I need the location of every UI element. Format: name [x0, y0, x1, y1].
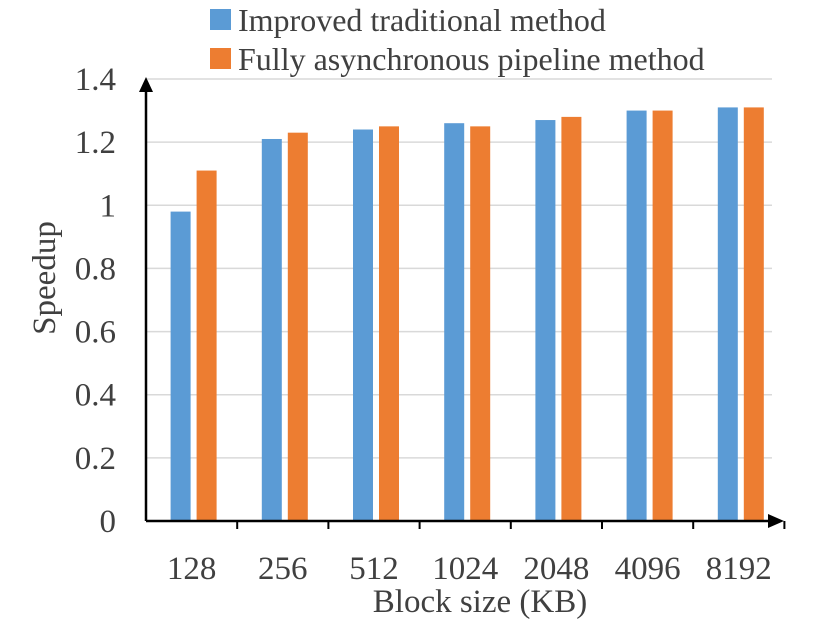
legend-swatch-series-0: [210, 9, 231, 30]
y-tick-label-7: 1.4: [75, 62, 116, 98]
bar-series-0-2048: [535, 120, 556, 522]
y-tick-label-5: 1: [100, 188, 117, 224]
bar-series-1-1024: [470, 126, 491, 521]
y-tick-labels: 0 0.2 0.4 0.6 0.8 1 1.2 1.4: [75, 62, 116, 540]
y-tick-label-6: 1.2: [75, 125, 116, 161]
y-tick-label-3: 0.6: [75, 315, 116, 351]
legend-entry-series-1: Fully asynchronous pipeline method: [210, 41, 705, 77]
y-tick-label-2: 0.4: [75, 378, 116, 414]
x-tick-label-128: 128: [167, 551, 217, 587]
bar-series-1-2048: [561, 116, 582, 521]
legend-swatch-series-1: [210, 48, 231, 69]
y-tick-label-4: 0.8: [75, 251, 116, 287]
axes: [139, 77, 784, 528]
x-tick-label-2048: 2048: [523, 551, 589, 587]
y-tick-label-1: 0.2: [75, 441, 116, 477]
x-tick-label-4096: 4096: [615, 551, 681, 587]
bar-series-1-512: [379, 126, 399, 521]
bar-series-0-8192: [717, 107, 738, 522]
bar-series-0-4096: [626, 110, 647, 522]
legend-label-series-0: Improved traditional method: [238, 2, 606, 38]
bar-series-0-512: [353, 129, 373, 521]
y-axis-title: Speedup: [27, 221, 63, 335]
bar-series-0-1024: [444, 123, 465, 521]
x-tick-label-8192: 8192: [706, 551, 772, 587]
bar-series-1-128: [196, 170, 217, 522]
bar-series-0-256: [261, 138, 282, 521]
bar-series-1-4096: [652, 110, 673, 522]
x-axis-arrow: [768, 514, 784, 528]
legend-label-series-1: Fully asynchronous pipeline method: [238, 41, 705, 77]
bar-series-0-128: [170, 211, 191, 521]
bars: [170, 107, 764, 522]
x-tick-label-256: 256: [258, 551, 308, 587]
legend: Improved traditional method Fully asynch…: [210, 2, 705, 77]
bar-series-1-256: [287, 132, 308, 521]
x-tick-label-512: 512: [349, 551, 399, 587]
y-axis-arrow: [139, 77, 153, 92]
bar-series-1-8192: [743, 107, 764, 522]
y-tick-label-0: 0: [100, 504, 117, 540]
legend-entry-series-0: Improved traditional method: [210, 2, 606, 38]
x-axis-title: Block size (KB): [373, 584, 587, 620]
x-tick-label-1024: 1024: [432, 551, 498, 587]
x-ticks: 128 256 512 1024 2048 4096 8192: [167, 521, 786, 587]
